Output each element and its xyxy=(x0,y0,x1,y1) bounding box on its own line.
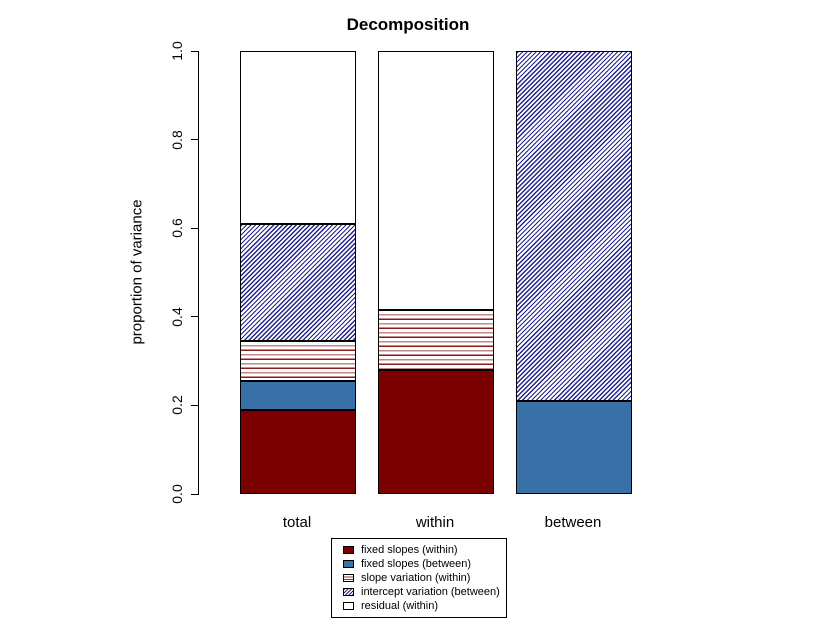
x-axis-label-between: between xyxy=(544,514,602,531)
bar-total xyxy=(240,51,356,494)
y-axis-tick xyxy=(191,227,199,229)
y-axis-tick-label-text: 0.4 xyxy=(169,307,185,327)
bar-segment xyxy=(378,369,494,494)
bar-within xyxy=(378,51,494,494)
y-axis-tick-label-text: 1.0 xyxy=(169,41,185,61)
legend-row: fixed slopes (within) xyxy=(343,543,506,557)
y-axis-tick-label-text: 0.2 xyxy=(169,395,185,416)
y-axis-tick xyxy=(191,493,199,495)
y-axis-title-text: proportion of variance xyxy=(128,199,146,345)
bar-segment xyxy=(240,223,356,342)
legend-row: intercept variation (between) xyxy=(343,585,506,599)
y-axis-tick-label-text: 0.6 xyxy=(169,218,185,238)
legend-swatch-icon xyxy=(343,574,354,582)
y-axis-tick xyxy=(191,50,199,52)
bar-segment xyxy=(240,51,356,224)
y-axis-tick-label-text: 0.0 xyxy=(169,484,185,504)
y-axis-tick xyxy=(191,316,199,318)
bar-between xyxy=(516,51,632,494)
legend-row: slope variation (within) xyxy=(343,571,506,585)
legend-swatch-icon xyxy=(343,588,354,597)
legend-entry-label: fixed slopes (within) xyxy=(361,543,458,556)
legend-row: residual (within) xyxy=(343,599,506,613)
plot-area: 0.0 0.2 0.4 0.6 0.8 1.0 xyxy=(169,41,642,504)
y-axis-tick-label-text: 0.8 xyxy=(169,129,185,150)
legend-swatch-icon xyxy=(343,559,354,568)
chart-title: Decomposition xyxy=(346,15,470,34)
bar-segment xyxy=(240,409,356,494)
legend-entry-label: slope variation (within) xyxy=(361,572,471,584)
bar-segment xyxy=(240,381,356,410)
legend-row: fixed slopes (between) xyxy=(343,557,506,571)
legend-entry-label: intercept variation (between) xyxy=(361,586,500,599)
legend-entry-label: fixed slopes (between) xyxy=(361,557,472,570)
bar-segment xyxy=(378,310,494,370)
y-axis-tick xyxy=(191,139,199,141)
legend-swatch-icon xyxy=(343,602,354,611)
legend-box: fixed slopes (within) fixed slopes (betwe… xyxy=(331,538,507,618)
bar-segment xyxy=(240,341,356,382)
legend-swatch-icon xyxy=(343,545,354,554)
x-axis-label-total: total xyxy=(282,514,312,531)
y-axis-tick xyxy=(191,404,199,406)
bar-segment xyxy=(378,51,494,311)
bar-segment xyxy=(516,51,632,401)
legend-entry-label: residual (within) xyxy=(361,600,439,613)
bar-segment xyxy=(516,400,632,494)
x-axis-label-within: within xyxy=(415,514,455,531)
